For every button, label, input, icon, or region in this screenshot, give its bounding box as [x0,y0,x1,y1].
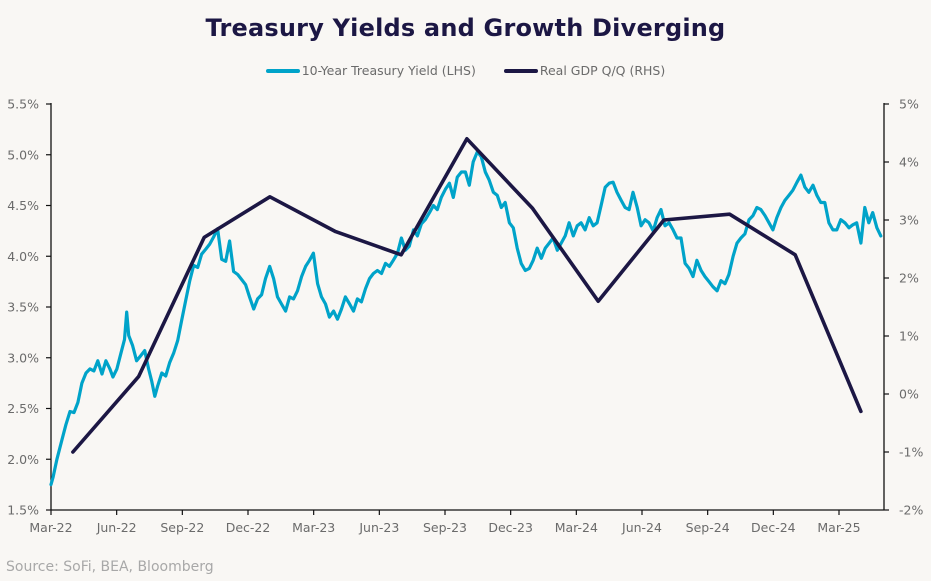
legend: 10-Year Treasury Yield (LHS) Real GDP Q/… [0,63,931,78]
x-axis-tick-label: Sep-22 [160,520,204,535]
x-axis-tick-label: Sep-23 [423,520,467,535]
series-group [49,137,883,487]
right-axis-tick-label: 5% [899,97,919,112]
legend-item-yield: 10-Year Treasury Yield (LHS) [265,63,476,78]
series-line-treasury-yield [49,150,883,487]
legend-item-gdp: Real GDP Q/Q (RHS) [503,63,666,78]
right-axis-tick-label: 3% [899,213,919,228]
x-axis-tick-label: Mar-24 [555,520,598,535]
x-axis-tick-label: Jun-24 [621,520,662,535]
legend-swatch-gdp [503,68,538,73]
chart-title: Treasury Yields and Growth Diverging [205,14,726,42]
left-axis-tick-label: 5.0% [7,147,39,162]
right-axis-tick-label: -1% [899,445,923,460]
left-axis-tick-label: 1.5% [7,503,39,518]
left-axis-tick-label: 2.5% [7,401,39,416]
source-note: Source: SoFi, BEA, Bloomberg [6,559,214,575]
right-axis-tick-label: 2% [899,271,919,286]
legend-label-yield: 10-Year Treasury Yield (LHS) [301,63,476,78]
right-axis-tick-label: 4% [899,155,919,170]
axes: 1.5% 2.0% 2.5% 3.0% 3.5% 4.0% 4.5% 5.0% 5.5% -2% -… [7,97,923,536]
x-axis-tick-label: Jun-22 [96,520,137,535]
left-axis-tick-label: 5.5% [7,97,39,112]
x-axis-tick-label: Dec-23 [488,520,533,535]
x-axis-tick-label: Sep-24 [686,520,730,535]
left-axis-tick-label: 3.5% [7,300,39,315]
x-axis-tick-label: Dec-24 [751,520,796,535]
x-axis-tick-label: Mar-22 [29,520,72,535]
right-axis-tick-label: 0% [899,387,919,402]
left-axis-tick-label: 3.0% [7,350,39,365]
x-axis-tick-label: Jun-23 [358,520,399,535]
series-line-real-gdp [71,137,863,454]
legend-swatch-yield [265,68,300,73]
right-axis-tick-label: -2% [899,503,923,518]
right-axis-tick-label: 1% [899,329,919,344]
legend-label-gdp: Real GDP Q/Q (RHS) [539,63,666,78]
x-axis-tick-label: Mar-23 [292,520,335,535]
left-axis-tick-label: 2.0% [7,452,39,467]
x-axis-tick-label: Dec-22 [226,520,271,535]
left-axis-tick-label: 4.5% [7,198,39,213]
x-axis-tick-label: Mar-25 [817,520,860,535]
left-axis-tick-label: 4.0% [7,249,39,264]
